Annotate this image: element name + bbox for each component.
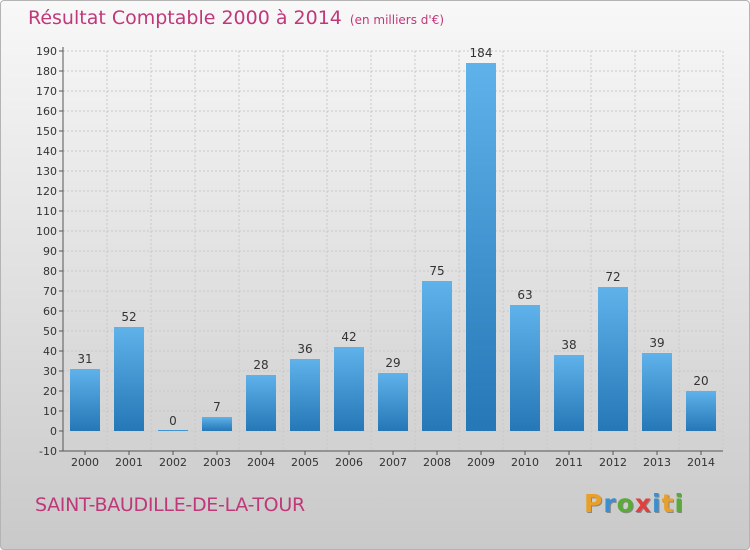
bar-value-label: 75 xyxy=(429,264,444,278)
y-tick-label: 160 xyxy=(36,105,57,118)
logo-letter: o xyxy=(616,489,635,518)
bar xyxy=(70,369,100,431)
chart-title-main: Résultat Comptable 2000 à 2014 xyxy=(28,7,342,29)
bar xyxy=(114,327,144,431)
y-tick-label: 60 xyxy=(43,305,57,318)
x-tick-label: 2000 xyxy=(71,456,99,469)
x-tick-label: 2010 xyxy=(511,456,539,469)
bar-value-label: 39 xyxy=(649,336,664,350)
x-tick-label: 2011 xyxy=(555,456,583,469)
bar-value-label: 20 xyxy=(693,374,708,388)
y-tick-label: 190 xyxy=(36,45,57,58)
x-tick-label: 2013 xyxy=(643,456,671,469)
bar xyxy=(290,359,320,431)
y-tick-label: 120 xyxy=(36,185,57,198)
bar xyxy=(202,417,232,431)
bar-value-label: 36 xyxy=(297,342,312,356)
x-tick-label: 2002 xyxy=(159,456,187,469)
chart-subtitle: (en milliers d'€) xyxy=(349,13,445,27)
bar-value-label: 52 xyxy=(121,310,136,324)
chart-title: Résultat Comptable 2000 à 2014 (en millie… xyxy=(28,7,444,29)
bar xyxy=(598,287,628,431)
bar xyxy=(158,430,188,431)
bar xyxy=(554,355,584,431)
y-tick-label: 40 xyxy=(43,345,57,358)
x-tick-label: 2003 xyxy=(203,456,231,469)
bar xyxy=(510,305,540,431)
y-tick-label: 130 xyxy=(36,165,57,178)
x-tick-label: 2008 xyxy=(423,456,451,469)
bar-value-label: 0 xyxy=(169,414,177,428)
x-tick-label: 2006 xyxy=(335,456,363,469)
proxiti-logo[interactable]: Proxiti xyxy=(584,489,684,518)
x-tick-label: 2005 xyxy=(291,456,319,469)
y-tick-label: 10 xyxy=(43,405,57,418)
y-tick-label: 100 xyxy=(36,225,57,238)
y-tick-label: 90 xyxy=(43,245,57,258)
y-tick-label: 110 xyxy=(36,205,57,218)
y-tick-label: 150 xyxy=(36,125,57,138)
bar xyxy=(246,375,276,431)
bar-value-label: 29 xyxy=(385,356,400,370)
y-tick-label: 180 xyxy=(36,65,57,78)
y-tick-label: 0 xyxy=(50,425,57,438)
logo-letter: P xyxy=(584,489,604,518)
bar-value-label: 184 xyxy=(470,46,493,60)
bar-value-label: 72 xyxy=(605,270,620,284)
bar-value-label: 7 xyxy=(213,400,221,414)
bar xyxy=(378,373,408,431)
logo-letter: x xyxy=(634,489,652,518)
bar-value-label: 63 xyxy=(517,288,532,302)
commune-name: SAINT-BAUDILLE-DE-LA-TOUR xyxy=(35,494,305,516)
logo-letter: r xyxy=(603,489,617,518)
y-tick-label: 30 xyxy=(43,365,57,378)
x-tick-label: 2004 xyxy=(247,456,275,469)
bar-value-label: 38 xyxy=(561,338,576,352)
bar-value-label: 28 xyxy=(253,358,268,372)
bar xyxy=(422,281,452,431)
bar-value-label: 31 xyxy=(77,352,92,366)
grid-layer xyxy=(62,50,724,452)
y-tick-label: 50 xyxy=(43,325,57,338)
logo-letter: i xyxy=(652,489,662,518)
x-tick-label: 2007 xyxy=(379,456,407,469)
x-tick-label: 2014 xyxy=(687,456,715,469)
y-tick-label: 20 xyxy=(43,385,57,398)
x-tick-label: 2012 xyxy=(599,456,627,469)
logo-letter: t xyxy=(661,489,675,518)
y-tick-label: 170 xyxy=(36,85,57,98)
bars-layer: 31 52 0 7 28 36 42 29 75 184 63 38 72 39 20 xyxy=(70,46,716,431)
bar xyxy=(642,353,672,431)
bar xyxy=(686,391,716,431)
bar xyxy=(466,63,496,431)
y-tick-label: -10 xyxy=(39,445,57,458)
x-tick-label: 2001 xyxy=(115,456,143,469)
y-tick-label: 80 xyxy=(43,265,57,278)
y-tick-label: 140 xyxy=(36,145,57,158)
bar-value-label: 42 xyxy=(341,330,356,344)
axis-layer: -100102030405060708090100110120130140150… xyxy=(36,45,723,469)
bar xyxy=(334,347,364,431)
logo-letter: i xyxy=(674,489,685,518)
x-tick-label: 2009 xyxy=(467,456,495,469)
y-tick-label: 70 xyxy=(43,285,57,298)
